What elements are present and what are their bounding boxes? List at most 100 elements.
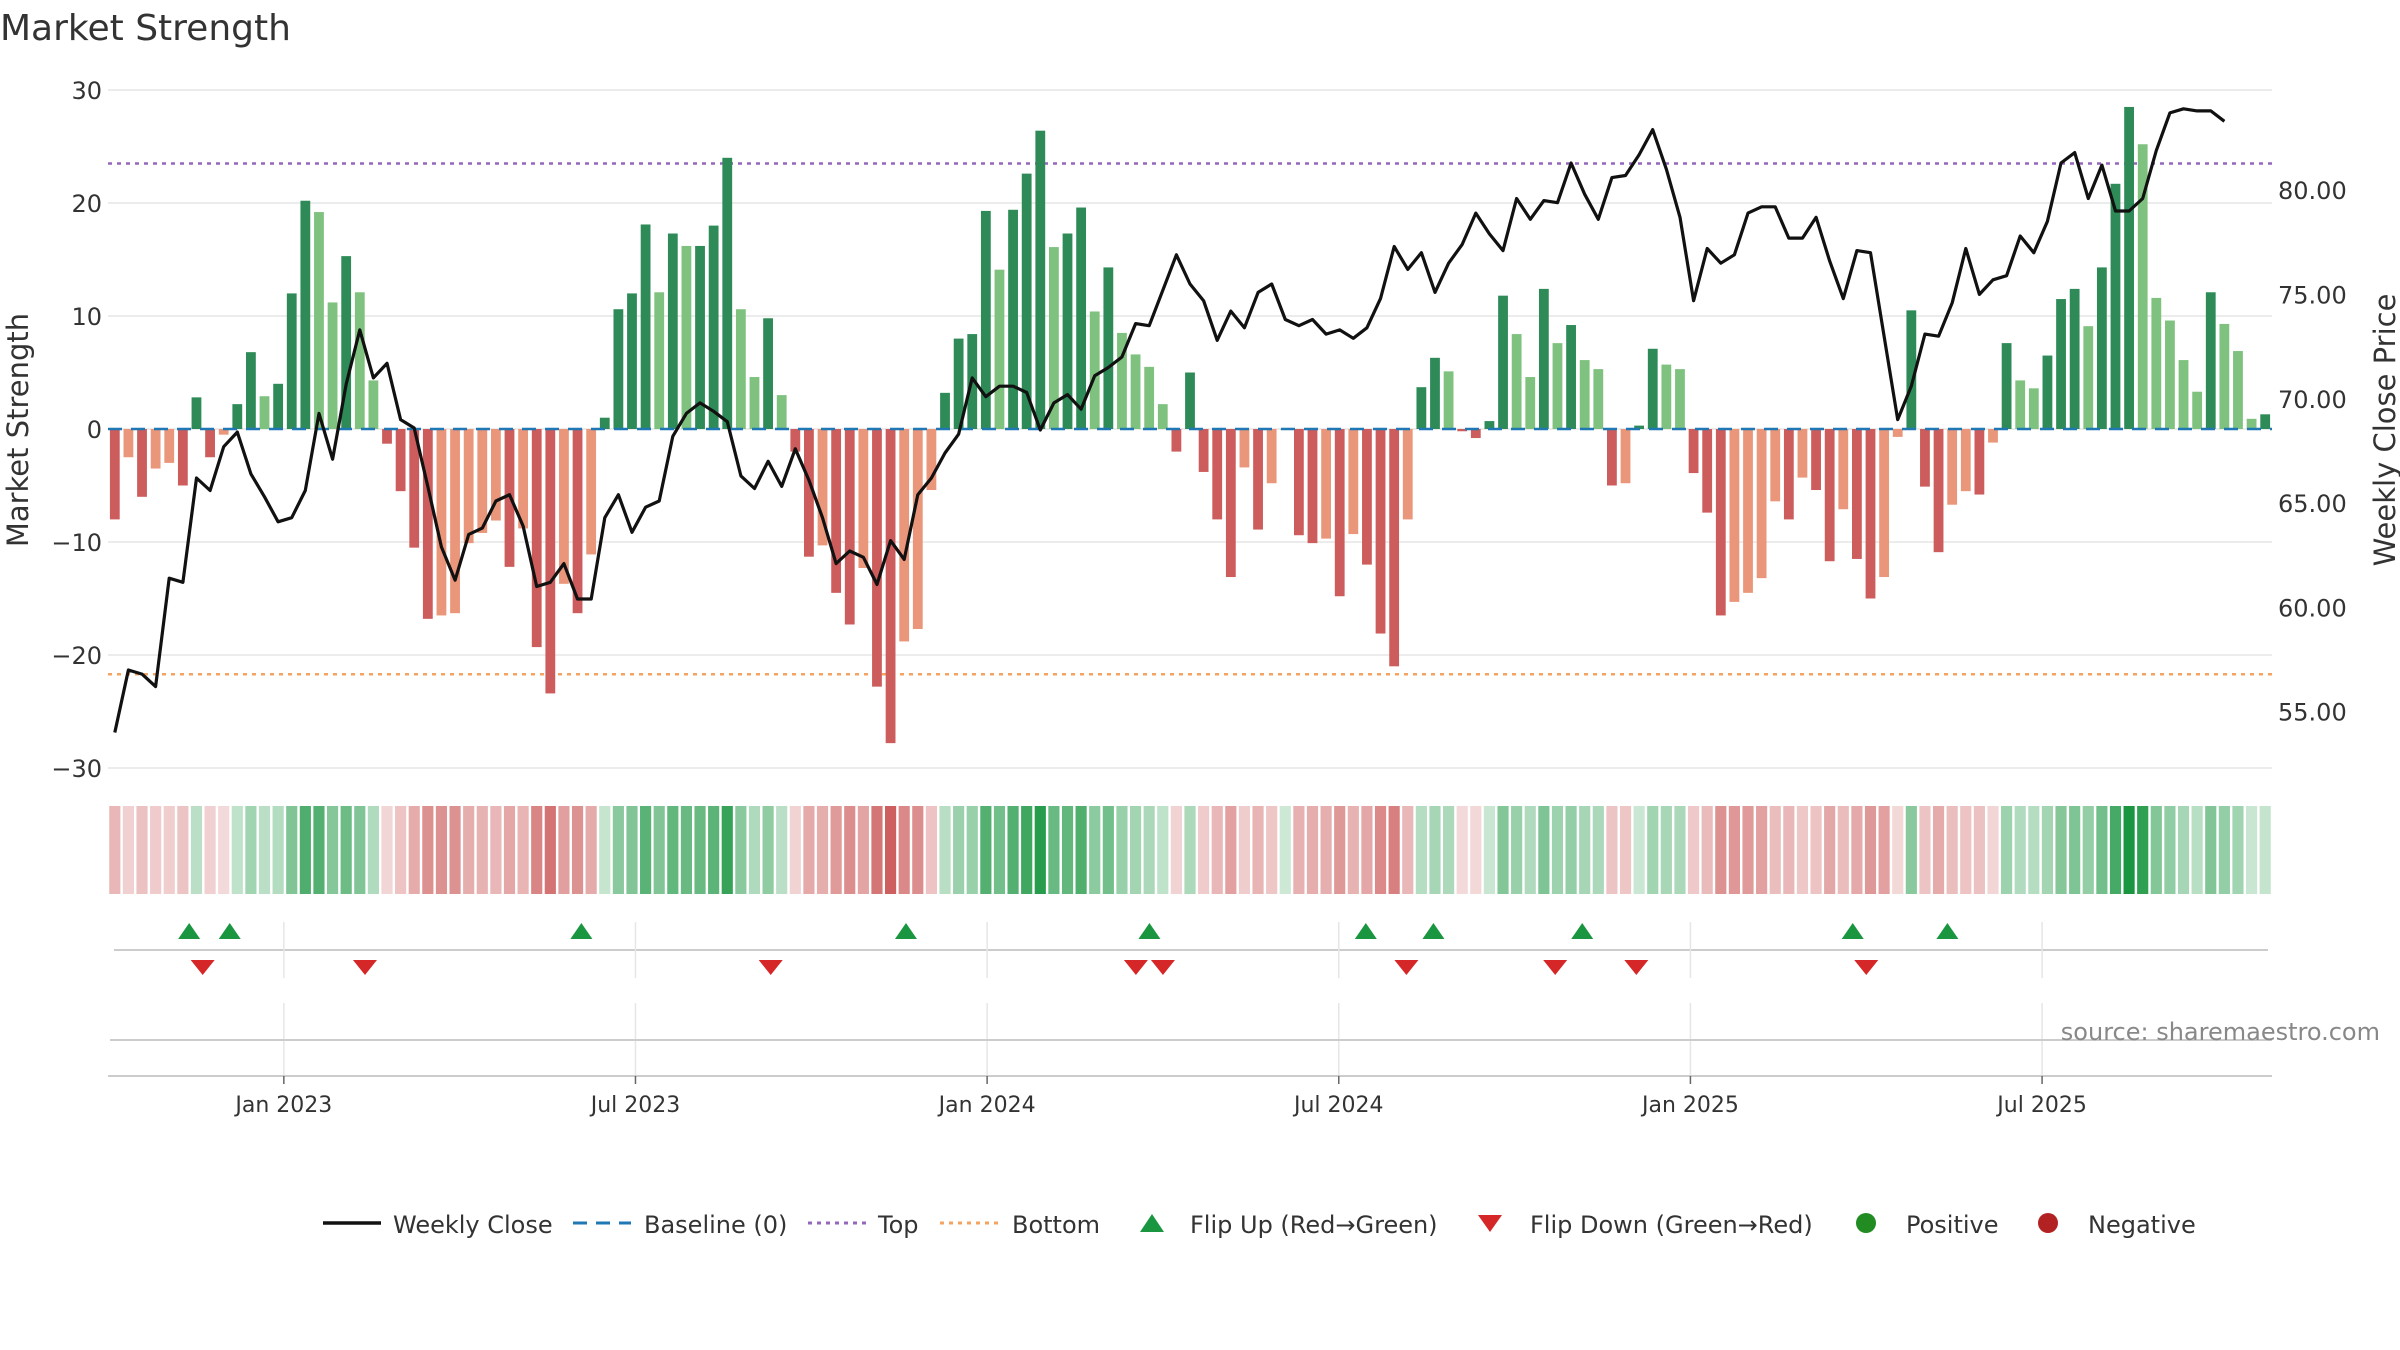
- strength-bar: [191, 397, 202, 429]
- strength-bar: [314, 212, 324, 429]
- strength-bar: [2001, 343, 2012, 429]
- strength-bar: [1811, 429, 1821, 491]
- heat-cell: [558, 806, 570, 894]
- strength-bar: [1103, 267, 1114, 429]
- heat-cell: [2001, 806, 2013, 894]
- heat-cell: [1021, 806, 1033, 894]
- reference-lines: [108, 162, 2272, 676]
- strength-bar: [2015, 380, 2026, 429]
- flip-up-marker: [1936, 923, 1959, 939]
- heat-cell: [1170, 806, 1182, 894]
- strength-bar: [1538, 288, 1549, 429]
- heat-cell: [1606, 806, 1618, 894]
- strength-bar: [1035, 130, 1046, 429]
- strength-bar: [1225, 429, 1236, 578]
- heat-cell: [912, 806, 924, 894]
- heat-cell: [2191, 806, 2203, 894]
- heat-cell: [694, 806, 706, 894]
- heat-cell: [857, 806, 869, 894]
- heat-cell: [163, 806, 175, 894]
- strength-bar: [1688, 429, 1699, 474]
- y-right-tick-label: 55.00: [2278, 699, 2347, 727]
- strength-bar: [1947, 429, 1958, 505]
- heat-cell: [1728, 806, 1740, 894]
- strength-bar: [2137, 144, 2148, 430]
- strength-bar: [436, 429, 447, 616]
- strength-bar: [232, 404, 243, 429]
- heat-cell: [1061, 806, 1074, 894]
- y-left-tick-label: −10: [51, 529, 102, 557]
- strength-bar: [885, 429, 896, 744]
- heat-cell: [830, 806, 842, 894]
- heat-cell: [1592, 806, 1604, 894]
- y-left-tick-label: 30: [71, 77, 102, 105]
- strength-bar: [844, 429, 855, 625]
- y-left-tick-label: 20: [71, 190, 102, 218]
- strength-bar: [613, 309, 624, 429]
- y-axis-right-label: Weekly Close Price: [2368, 294, 2400, 567]
- strength-bar: [2083, 326, 2094, 429]
- heat-cell: [490, 806, 502, 894]
- heat-cell: [2177, 806, 2190, 894]
- strength-bar: [1579, 360, 1590, 429]
- legend-swatch-flip-down: [1478, 1215, 1502, 1232]
- heat-cell: [803, 806, 815, 894]
- strength-bar: [1960, 429, 1971, 492]
- flip-down-marker: [758, 960, 783, 975]
- x-tick-label: Jul 2023: [589, 1093, 681, 1118]
- heat-cell: [1089, 806, 1101, 894]
- strength-bar: [218, 429, 229, 435]
- heat-cell: [1252, 806, 1264, 894]
- heat-cell: [109, 806, 121, 894]
- heat-cell: [1238, 806, 1251, 894]
- strength-bar: [2042, 355, 2053, 429]
- flip-down-marker: [1123, 960, 1148, 975]
- heat-cell: [925, 806, 937, 894]
- strength-bar: [994, 269, 1005, 429]
- strength-bar: [1144, 366, 1155, 429]
- heat-cell: [2055, 806, 2067, 894]
- flip-up-marker: [218, 923, 241, 939]
- heat-cell: [1905, 806, 1917, 894]
- strength-bar: [1307, 429, 1318, 544]
- strength-bar: [1906, 310, 1917, 429]
- heat-cell: [476, 806, 488, 894]
- flip-down-marker: [1854, 960, 1879, 975]
- heat-cell: [993, 806, 1006, 894]
- strength-bar: [1620, 429, 1631, 484]
- legend-item-flipDown: Flip Down (Green→Red): [1478, 1211, 1813, 1239]
- strength-bar: [490, 429, 501, 521]
- y-left-tick-label: −20: [51, 642, 102, 670]
- strength-bar: [695, 245, 705, 429]
- heat-cell: [898, 806, 910, 894]
- strength-bar: [1743, 429, 1753, 593]
- y-right-tick-label: 75.00: [2278, 281, 2347, 309]
- legend-item-close: Weekly Close: [323, 1211, 553, 1239]
- y-right-tick-label: 80.00: [2278, 177, 2347, 205]
- flip-up-marker: [1354, 923, 1377, 939]
- heat-cell: [1932, 806, 1945, 894]
- heat-cell: [2232, 806, 2244, 894]
- legend-item-flipUp: Flip Up (Red→Green): [1140, 1211, 1438, 1239]
- heat-cell: [463, 806, 475, 894]
- strength-bar: [763, 318, 773, 429]
- heat-cell: [449, 806, 461, 894]
- y-axis-right-ticks: 80.00 75.00 70.00 65.00 60.00 55.00: [2278, 177, 2347, 727]
- legend-label: Top: [877, 1211, 919, 1239]
- strength-bar: [1770, 429, 1781, 502]
- flip-up-marker: [1422, 923, 1445, 939]
- strength-bars: [109, 106, 2271, 744]
- heat-cell: [1565, 806, 1577, 894]
- heat-cell: [395, 806, 407, 894]
- legend-swatch-negative: [2038, 1213, 2058, 1233]
- heat-cell: [2028, 806, 2040, 894]
- strength-bar: [2124, 106, 2134, 429]
- strength-bar: [1824, 429, 1835, 562]
- heat-cell: [1783, 806, 1795, 894]
- heat-cell: [204, 806, 216, 894]
- heat-cell: [1184, 806, 1196, 894]
- heat-cell: [2246, 806, 2258, 894]
- legend-item-negative: Negative: [2038, 1211, 2196, 1239]
- legend-item-positive: Positive: [1856, 1211, 1999, 1239]
- heat-cell: [721, 806, 733, 894]
